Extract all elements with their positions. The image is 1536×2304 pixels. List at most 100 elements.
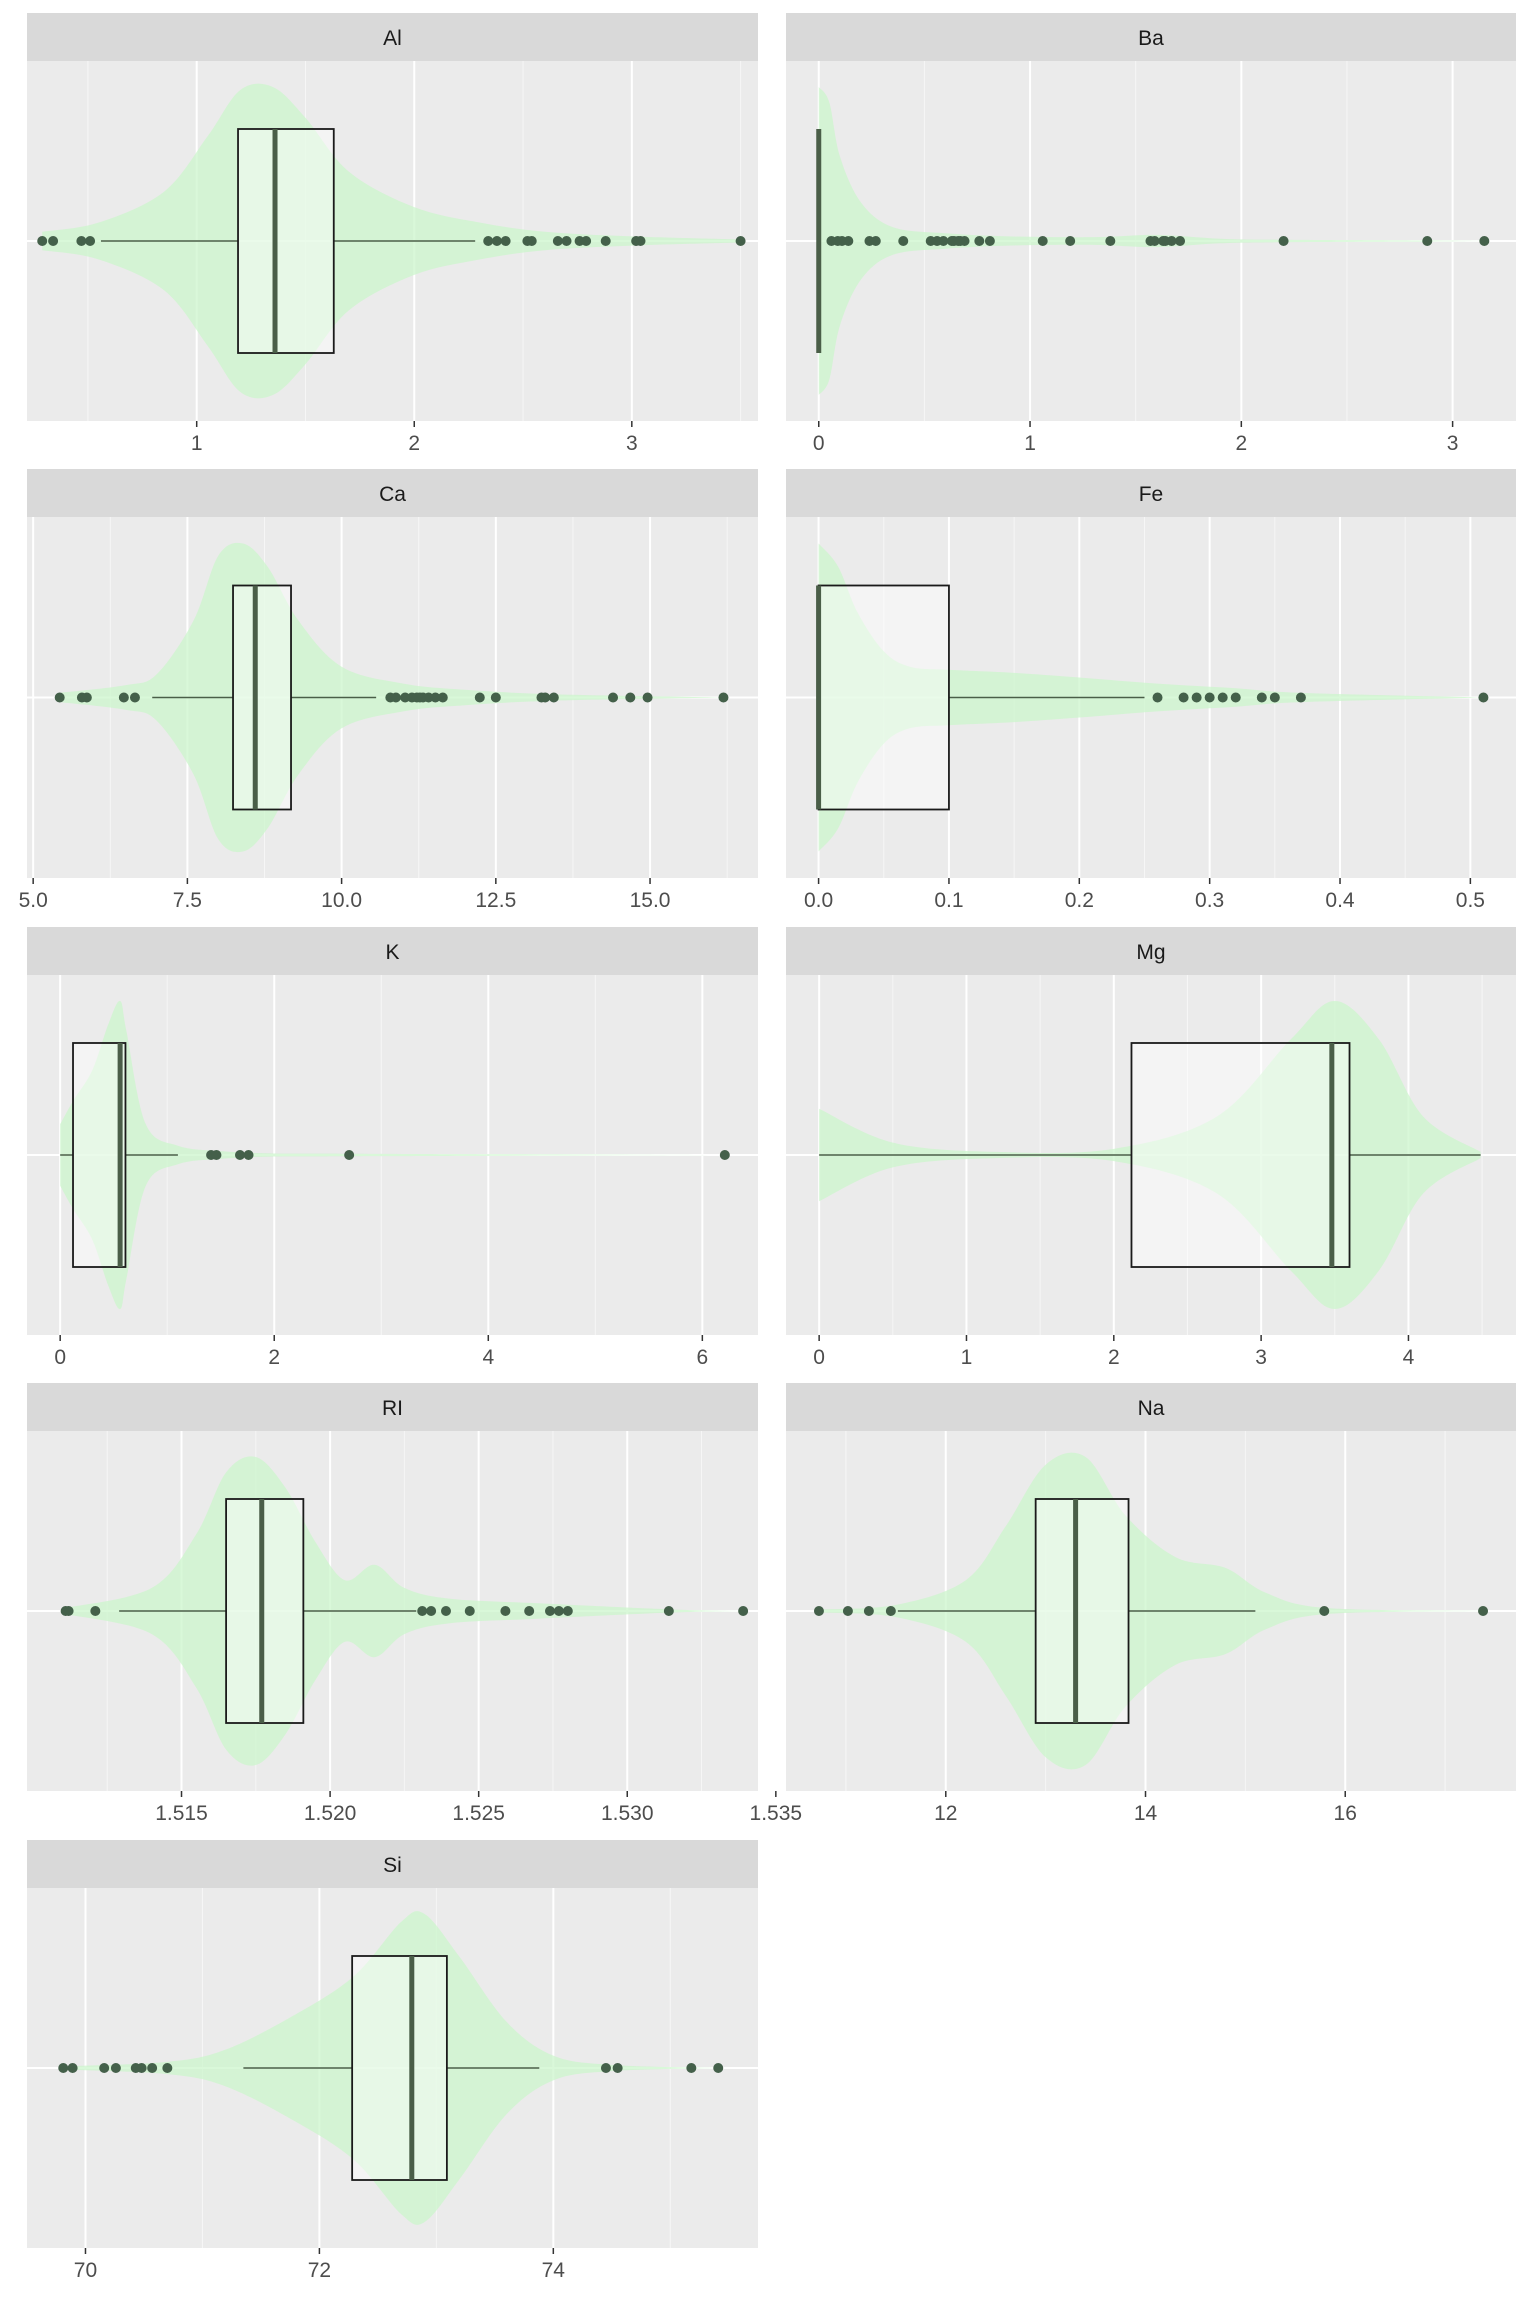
facet-strip-label: Na — [1138, 1397, 1165, 1420]
facet-K: K 0 2 4 6 — [27, 927, 758, 1369]
outlier-point — [625, 692, 636, 703]
facet-Si: Si 70 72 74 — [27, 1840, 758, 2282]
outlier-point — [561, 236, 572, 246]
outlier-point — [490, 692, 501, 703]
outlier-point — [430, 692, 441, 703]
facet-Ba: Ba 0 1 2 3 — [786, 13, 1516, 455]
outlier-point — [483, 236, 494, 246]
x-tick-label: 0.1 — [934, 889, 963, 912]
outlier-point — [843, 236, 854, 246]
outlier-point — [76, 236, 87, 246]
x-tick-label: 1.530 — [601, 1802, 654, 1825]
x-tick-label: 1.535 — [750, 1802, 803, 1825]
outlier-point — [544, 1606, 555, 1616]
violin-shape — [60, 1000, 725, 1310]
outlier-point — [885, 1606, 896, 1616]
outlier-point — [1166, 236, 1177, 246]
box-iqr — [1130, 1042, 1351, 1268]
outlier-point — [870, 236, 881, 246]
outlier-point — [234, 1150, 245, 1160]
outlier-point — [600, 2063, 611, 2073]
outlier-point — [1204, 692, 1215, 703]
violin-shape — [63, 1911, 719, 2225]
facet-strip-label: Ca — [379, 483, 406, 506]
x-tick-label: 2 — [408, 432, 420, 455]
outlier-point — [735, 236, 746, 246]
outlier-point — [562, 1606, 573, 1616]
facet-strip-label: Ba — [1138, 27, 1164, 50]
facet-strip — [27, 1840, 758, 1888]
facet-Mg: Mg 0 1 2 3 4 — [786, 927, 1516, 1369]
facet-strip-label: RI — [382, 1397, 403, 1420]
x-tick-label: 12 — [934, 1802, 957, 1825]
facet-Al: Al 1 2 3 — [27, 13, 758, 455]
facet-Ca: Ca 5.0 7.5 10.0 12.5 15.0 — [19, 469, 758, 912]
outlier-point — [524, 1606, 535, 1616]
outlier-point — [1422, 236, 1433, 246]
box-iqr — [225, 1498, 305, 1724]
outlier-point — [686, 2063, 697, 2073]
outlier-point — [48, 236, 59, 246]
outlier-point — [491, 236, 502, 246]
outlier-point — [1065, 236, 1076, 246]
outlier-point — [344, 1150, 355, 1160]
outlier-point — [974, 236, 985, 246]
x-tick-label: 4 — [1403, 1346, 1415, 1369]
x-tick-label: 3 — [1447, 432, 1459, 455]
outlier-point — [984, 236, 995, 246]
x-tick-label: 0.4 — [1325, 889, 1355, 912]
x-tick-label: 6 — [697, 1346, 709, 1369]
facet-Na: Na 12 14 16 — [786, 1383, 1516, 1825]
x-tick-label: 0 — [813, 1346, 825, 1369]
outlier-point — [81, 692, 92, 703]
outlier-point — [1319, 1606, 1330, 1616]
x-tick-label: 10.0 — [321, 889, 362, 912]
x-tick-label: 0.5 — [1456, 889, 1485, 912]
outlier-point — [1478, 692, 1489, 703]
outlier-point — [635, 236, 646, 246]
outlier-point — [67, 2063, 78, 2073]
x-tick-label: 16 — [1334, 1802, 1357, 1825]
outlier-point — [129, 692, 140, 703]
outlier-point — [959, 236, 970, 246]
box-iqr — [351, 1955, 448, 2181]
outlier-point — [1256, 692, 1267, 703]
facet-Fe: Fe 0.0 0.1 0.2 0.3 0.4 0.5 — [786, 469, 1516, 912]
outlier-point — [863, 1606, 874, 1616]
outlier-point — [110, 2063, 121, 2073]
outlier-point — [1278, 236, 1289, 246]
x-tick-label: 3 — [626, 432, 638, 455]
outlier-point — [553, 1606, 564, 1616]
facet-strip — [786, 1383, 1516, 1431]
outlier-point — [600, 236, 611, 246]
facet-strip-label: Si — [383, 1854, 402, 1877]
outlier-point — [938, 236, 949, 246]
outlier-point — [500, 236, 511, 246]
box-iqr — [72, 1042, 127, 1268]
x-tick-label: 2 — [1235, 432, 1247, 455]
x-tick-label: 3 — [1255, 1346, 1267, 1369]
outlier-point — [37, 236, 48, 246]
outlier-point — [719, 1150, 730, 1160]
facet-strip-label: K — [385, 941, 399, 964]
facet-strip — [786, 927, 1516, 975]
facet-strip — [27, 469, 758, 517]
outlier-point — [1175, 236, 1186, 246]
outlier-point — [54, 692, 65, 703]
outlier-point — [540, 692, 551, 703]
outlier-point — [1149, 236, 1160, 246]
outlier-point — [1479, 236, 1490, 246]
outlier-point — [500, 1606, 511, 1616]
outlier-point — [464, 1606, 475, 1616]
outlier-point — [813, 1606, 824, 1616]
facet-strip-label: Mg — [1136, 941, 1165, 964]
outlier-point — [1105, 236, 1116, 246]
x-tick-label: 70 — [74, 2259, 97, 2282]
outlier-point — [612, 2063, 623, 2073]
x-tick-label: 4 — [482, 1346, 494, 1369]
x-tick-label: 0 — [813, 432, 825, 455]
x-tick-label: 15.0 — [630, 889, 671, 912]
outlier-point — [417, 1606, 428, 1616]
